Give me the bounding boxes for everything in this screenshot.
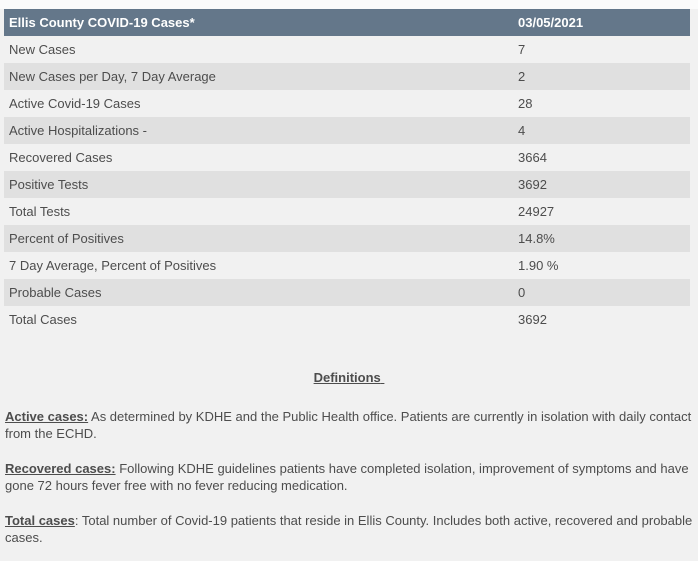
table-row: Active Hospitalizations - 4: [4, 117, 690, 144]
row-label: Percent of Positives: [9, 231, 124, 246]
table-row: Percent of Positives 14.8%: [4, 225, 690, 252]
row-label: 7 Day Average, Percent of Positives: [9, 258, 217, 273]
definition-term: Total cases: [5, 513, 75, 528]
row-value: 3692: [518, 312, 547, 327]
definitions-heading-label: Definitions: [313, 370, 381, 385]
definition-term: Recovered cases:: [5, 461, 116, 476]
top-strip: [0, 0, 698, 9]
table-row: 7 Day Average, Percent of Positives 1.90…: [4, 252, 690, 279]
definitions-heading: Definitions: [0, 369, 698, 386]
table-body: New Cases 7 New Cases per Day, 7 Day Ave…: [4, 36, 690, 333]
definition-recovered-cases: Recovered cases: Following KDHE guidelin…: [5, 460, 693, 494]
row-value: 2: [518, 69, 526, 84]
row-label: Total Tests: [9, 204, 71, 219]
row-label: Total Cases: [9, 312, 77, 327]
definition-term: Active cases:: [5, 409, 89, 424]
table-row: New Cases per Day, 7 Day Average 2: [4, 63, 690, 90]
definition-active-cases: Active cases: As determined by KDHE and …: [5, 408, 693, 442]
row-value: 14.8%: [518, 231, 555, 246]
table-row: Active Covid-19 Cases 28: [4, 90, 690, 117]
covid-cases-table: Ellis County COVID-19 Cases* 03/05/2021 …: [4, 9, 690, 333]
row-value: 28: [518, 96, 533, 111]
row-value: 4: [518, 123, 526, 138]
row-value: 24927: [518, 204, 555, 219]
row-label: New Cases: [9, 42, 76, 57]
table-row: Probable Cases 0: [4, 279, 690, 306]
row-value: 3692: [518, 177, 547, 192]
row-label: Probable Cases: [9, 285, 102, 300]
row-value: 1.90 %: [518, 258, 559, 273]
table-row: Recovered Cases 3664: [4, 144, 690, 171]
table-row: Total Cases 3692: [4, 306, 690, 333]
table-date: 03/05/2021: [518, 15, 584, 30]
row-label: Active Covid-19 Cases: [9, 96, 141, 111]
definition-text: : Total number of Covid-19 patients that…: [5, 513, 693, 545]
table-header-row: Ellis County COVID-19 Cases* 03/05/2021: [4, 9, 690, 36]
table-title: Ellis County COVID-19 Cases*: [9, 15, 195, 30]
row-label: Positive Tests: [9, 177, 89, 192]
table-row: Total Tests 24927: [4, 198, 690, 225]
definition-text: Following KDHE guidelines patients have …: [5, 461, 689, 493]
row-label: New Cases per Day, 7 Day Average: [9, 69, 216, 84]
definition-text: As determined by KDHE and the Public Hea…: [5, 409, 692, 441]
row-label: Recovered Cases: [9, 150, 113, 165]
row-value: 7: [518, 42, 526, 57]
row-value: 0: [518, 285, 526, 300]
row-value: 3664: [518, 150, 547, 165]
definition-total-cases: Total cases: Total number of Covid-19 pa…: [5, 512, 693, 546]
table-row: Positive Tests 3692: [4, 171, 690, 198]
row-label: Active Hospitalizations -: [9, 123, 147, 138]
table-row: New Cases 7: [4, 36, 690, 63]
